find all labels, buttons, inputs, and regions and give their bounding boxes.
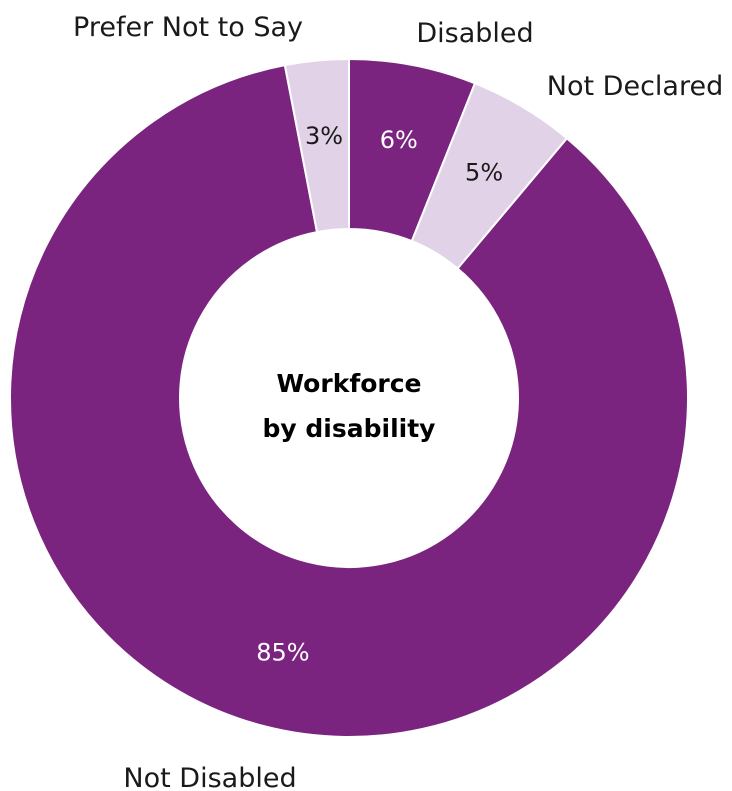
category-label-prefer-not-to-say: Prefer Not to Say (73, 12, 303, 43)
value-labels-group: 6% 5% 85% 3% (256, 122, 503, 666)
center-title-line-1: Workforce (277, 369, 422, 398)
value-label-not-declared: 5% (465, 158, 503, 186)
value-label-not-disabled: 85% (256, 639, 309, 667)
slice-not-disabled (9, 63, 689, 738)
value-label-disabled: 6% (380, 126, 418, 154)
value-label-prefer-not-to-say: 3% (305, 122, 343, 150)
category-label-not-declared: Not Declared (547, 71, 723, 102)
category-labels-group: Disabled Not Declared Not Disabled Prefer N… (73, 12, 723, 791)
slices-group (9, 57, 689, 738)
category-label-not-disabled: Not Disabled (123, 763, 296, 791)
center-title-line-2: by disability (263, 414, 436, 443)
category-label-disabled: Disabled (416, 18, 533, 49)
slice-prefer-not-to-say (283, 57, 350, 234)
